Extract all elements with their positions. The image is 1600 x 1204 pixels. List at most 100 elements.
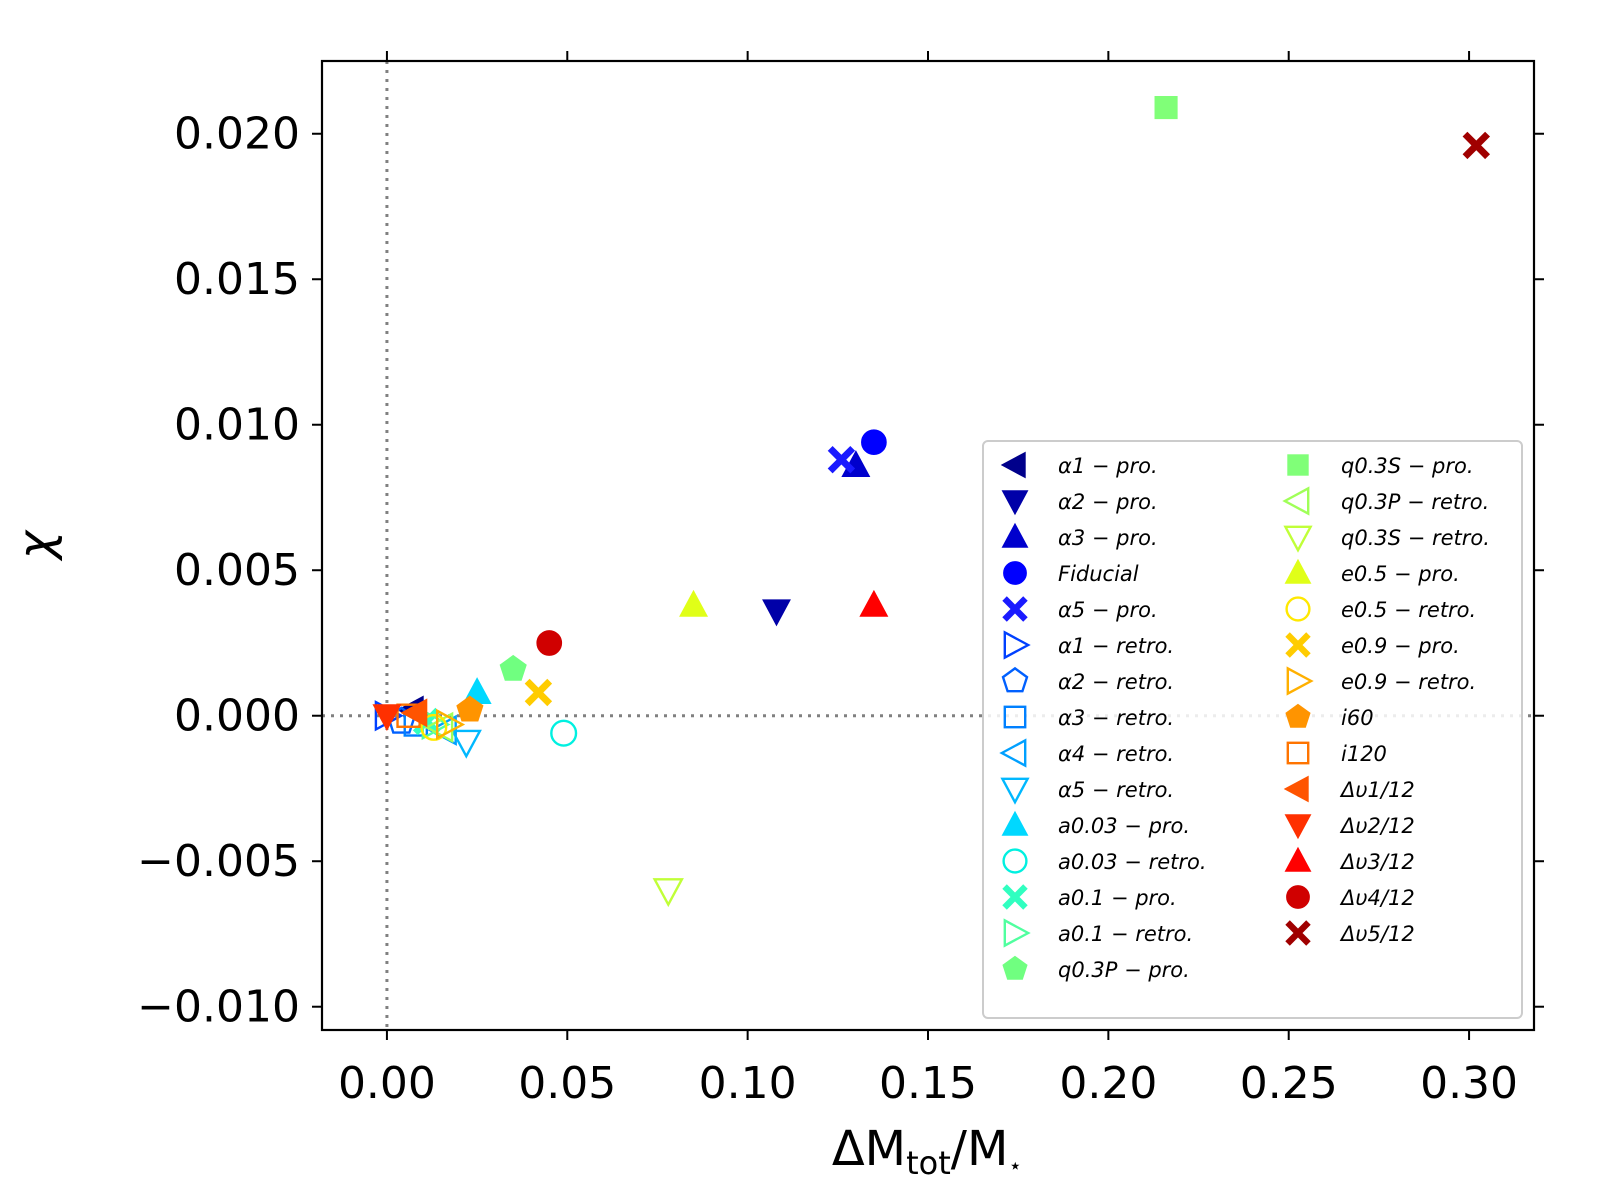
- y-tick-label-1: 0.015: [174, 254, 300, 305]
- legend-label-28: Δυ5/12: [1339, 922, 1415, 946]
- data-point-24: [400, 698, 428, 728]
- legend-label-18: e0.5 − pro.: [1341, 562, 1460, 586]
- legend-marker-8: [999, 738, 1027, 768]
- x-tick-label-2: 0.10: [699, 1058, 797, 1109]
- legend-marker-15: [1287, 454, 1309, 476]
- legend-marker-23: [1286, 741, 1310, 765]
- data-point-27: [536, 630, 563, 656]
- data-point-21: [436, 708, 466, 741]
- legend-label-2: α3 − pro.: [1058, 526, 1158, 550]
- legend-marker-5: [1003, 630, 1031, 660]
- y-tick-label-3: 0.005: [174, 545, 300, 596]
- tick-labels: 0.00 0.05 0.10 0.15 0.20 0.25 0.30 0.020 0.015 0.…: [137, 109, 1518, 1109]
- x-axis-label-star: ⋆: [1008, 1154, 1022, 1179]
- data-point-4: [827, 445, 856, 474]
- legend-label-22: i60: [1341, 706, 1374, 730]
- legend-marker-20: [1285, 632, 1311, 658]
- y-tick-label-0: 0.020: [174, 109, 300, 160]
- legend-label-4: α5 − pro.: [1058, 598, 1158, 622]
- data-point-19: [420, 713, 448, 741]
- legend-marker-13: [1003, 918, 1031, 948]
- legend-marker-2: [1001, 522, 1029, 548]
- x-axis-label-denominator: /M: [951, 1121, 1009, 1177]
- x-tick-label-4: 0.20: [1059, 1058, 1157, 1109]
- legend-marker-9: [1000, 777, 1030, 805]
- legend-label-1: α2 − pro.: [1058, 490, 1158, 514]
- legend-marker-16: [1282, 486, 1310, 516]
- legend-label-8: α4 − retro.: [1058, 742, 1174, 766]
- legend-marker-27: [1286, 885, 1310, 909]
- y-tick-label-2: 0.010: [174, 400, 300, 451]
- data-point-11: [550, 719, 578, 747]
- legend-items: α1 − pro. α2 − pro. α3 − pro. Fiducial α5 − …: [999, 451, 1490, 982]
- legend-label-26: Δυ3/12: [1339, 850, 1415, 874]
- legend-label-10: a0.03 − pro.: [1058, 814, 1190, 838]
- legend-marker-0: [1000, 451, 1026, 479]
- legend-marker-25: [1284, 814, 1312, 840]
- legend-marker-22: [1285, 703, 1311, 728]
- legend-marker-6: [1001, 666, 1029, 693]
- legend-marker-12: [1002, 884, 1028, 910]
- data-point-1: [762, 599, 791, 627]
- legend-label-25: Δυ2/12: [1339, 814, 1415, 838]
- y-tick-label-4: 0.000: [174, 691, 300, 742]
- legend-marker-21: [1286, 666, 1314, 696]
- legend-label-17: q0.3S − retro.: [1341, 526, 1490, 550]
- legend-label-5: α1 − retro.: [1058, 634, 1174, 658]
- legend-label-21: e0.9 − retro.: [1341, 670, 1476, 694]
- legend-label-0: α1 − pro.: [1058, 454, 1158, 478]
- legend-label-13: a0.1 − retro.: [1058, 922, 1193, 946]
- y-tick-label-6: −0.010: [137, 982, 300, 1033]
- legend-label-23: i120: [1341, 742, 1387, 766]
- x-axis-label-sub: tot: [906, 1144, 951, 1182]
- x-tick-label-1: 0.05: [518, 1058, 616, 1109]
- data-point-28: [1462, 131, 1491, 160]
- legend-marker-3: [1003, 561, 1027, 585]
- y-axis-label: χ: [8, 529, 64, 562]
- data-markers: [372, 96, 1491, 908]
- legend-marker-4: [1002, 596, 1028, 622]
- x-tick-label-5: 0.25: [1240, 1058, 1338, 1109]
- x-tick-label-3: 0.15: [879, 1058, 977, 1109]
- legend-box: [982, 440, 1523, 1019]
- legend-label-27: Δυ4/12: [1339, 886, 1415, 910]
- data-point-26: [859, 589, 889, 617]
- data-point-14: [499, 654, 527, 681]
- data-point-3: [861, 429, 887, 456]
- x-axis-label-main: ΔM: [832, 1121, 906, 1177]
- legend-marker-24: [1283, 775, 1309, 803]
- legend-label-9: α5 − retro.: [1058, 778, 1174, 802]
- x-tick-label-0: 0.00: [338, 1058, 436, 1109]
- legend-label-11: a0.03 − retro.: [1058, 850, 1207, 874]
- legend-marker-7: [1003, 705, 1027, 729]
- y-tick-label-5: −0.005: [137, 836, 300, 887]
- x-tick-label-6: 0.30: [1420, 1058, 1518, 1109]
- legend-label-7: α3 − retro.: [1058, 706, 1174, 730]
- legend-marker-14: [1002, 955, 1028, 980]
- data-point-20: [524, 678, 553, 707]
- data-point-18: [679, 589, 709, 617]
- legend-label-3: Fiducial: [1058, 562, 1139, 586]
- legend-label-14: q0.3P − pro.: [1058, 958, 1190, 982]
- data-point-16: [424, 711, 454, 744]
- data-point-25: [372, 704, 402, 732]
- legend-label-19: e0.5 − retro.: [1341, 598, 1476, 622]
- x-axis-label: ΔMtot/M⋆: [832, 1121, 1022, 1182]
- legend-marker-19: [1285, 596, 1311, 622]
- legend-marker-26: [1284, 846, 1312, 872]
- legend-label-24: Δυ1/12: [1339, 778, 1415, 802]
- data-point-22: [456, 695, 484, 722]
- legend-marker-17: [1283, 525, 1313, 553]
- legend-label-6: α2 − retro.: [1058, 670, 1174, 694]
- data-point-15: [1154, 96, 1178, 120]
- data-point-9: [450, 729, 482, 759]
- legend: α1 − pro. α2 − pro. α3 − pro. Fiducial α5 − …: [982, 440, 1523, 1019]
- legend-label-20: e0.9 − pro.: [1341, 634, 1460, 658]
- legend-marker-1: [1001, 490, 1029, 516]
- legend-marker-28: [1285, 920, 1311, 946]
- axis-ticks: [312, 51, 1544, 1040]
- legend-label-15: q0.3S − pro.: [1341, 454, 1474, 478]
- legend-label-16: q0.3P − retro.: [1341, 490, 1489, 514]
